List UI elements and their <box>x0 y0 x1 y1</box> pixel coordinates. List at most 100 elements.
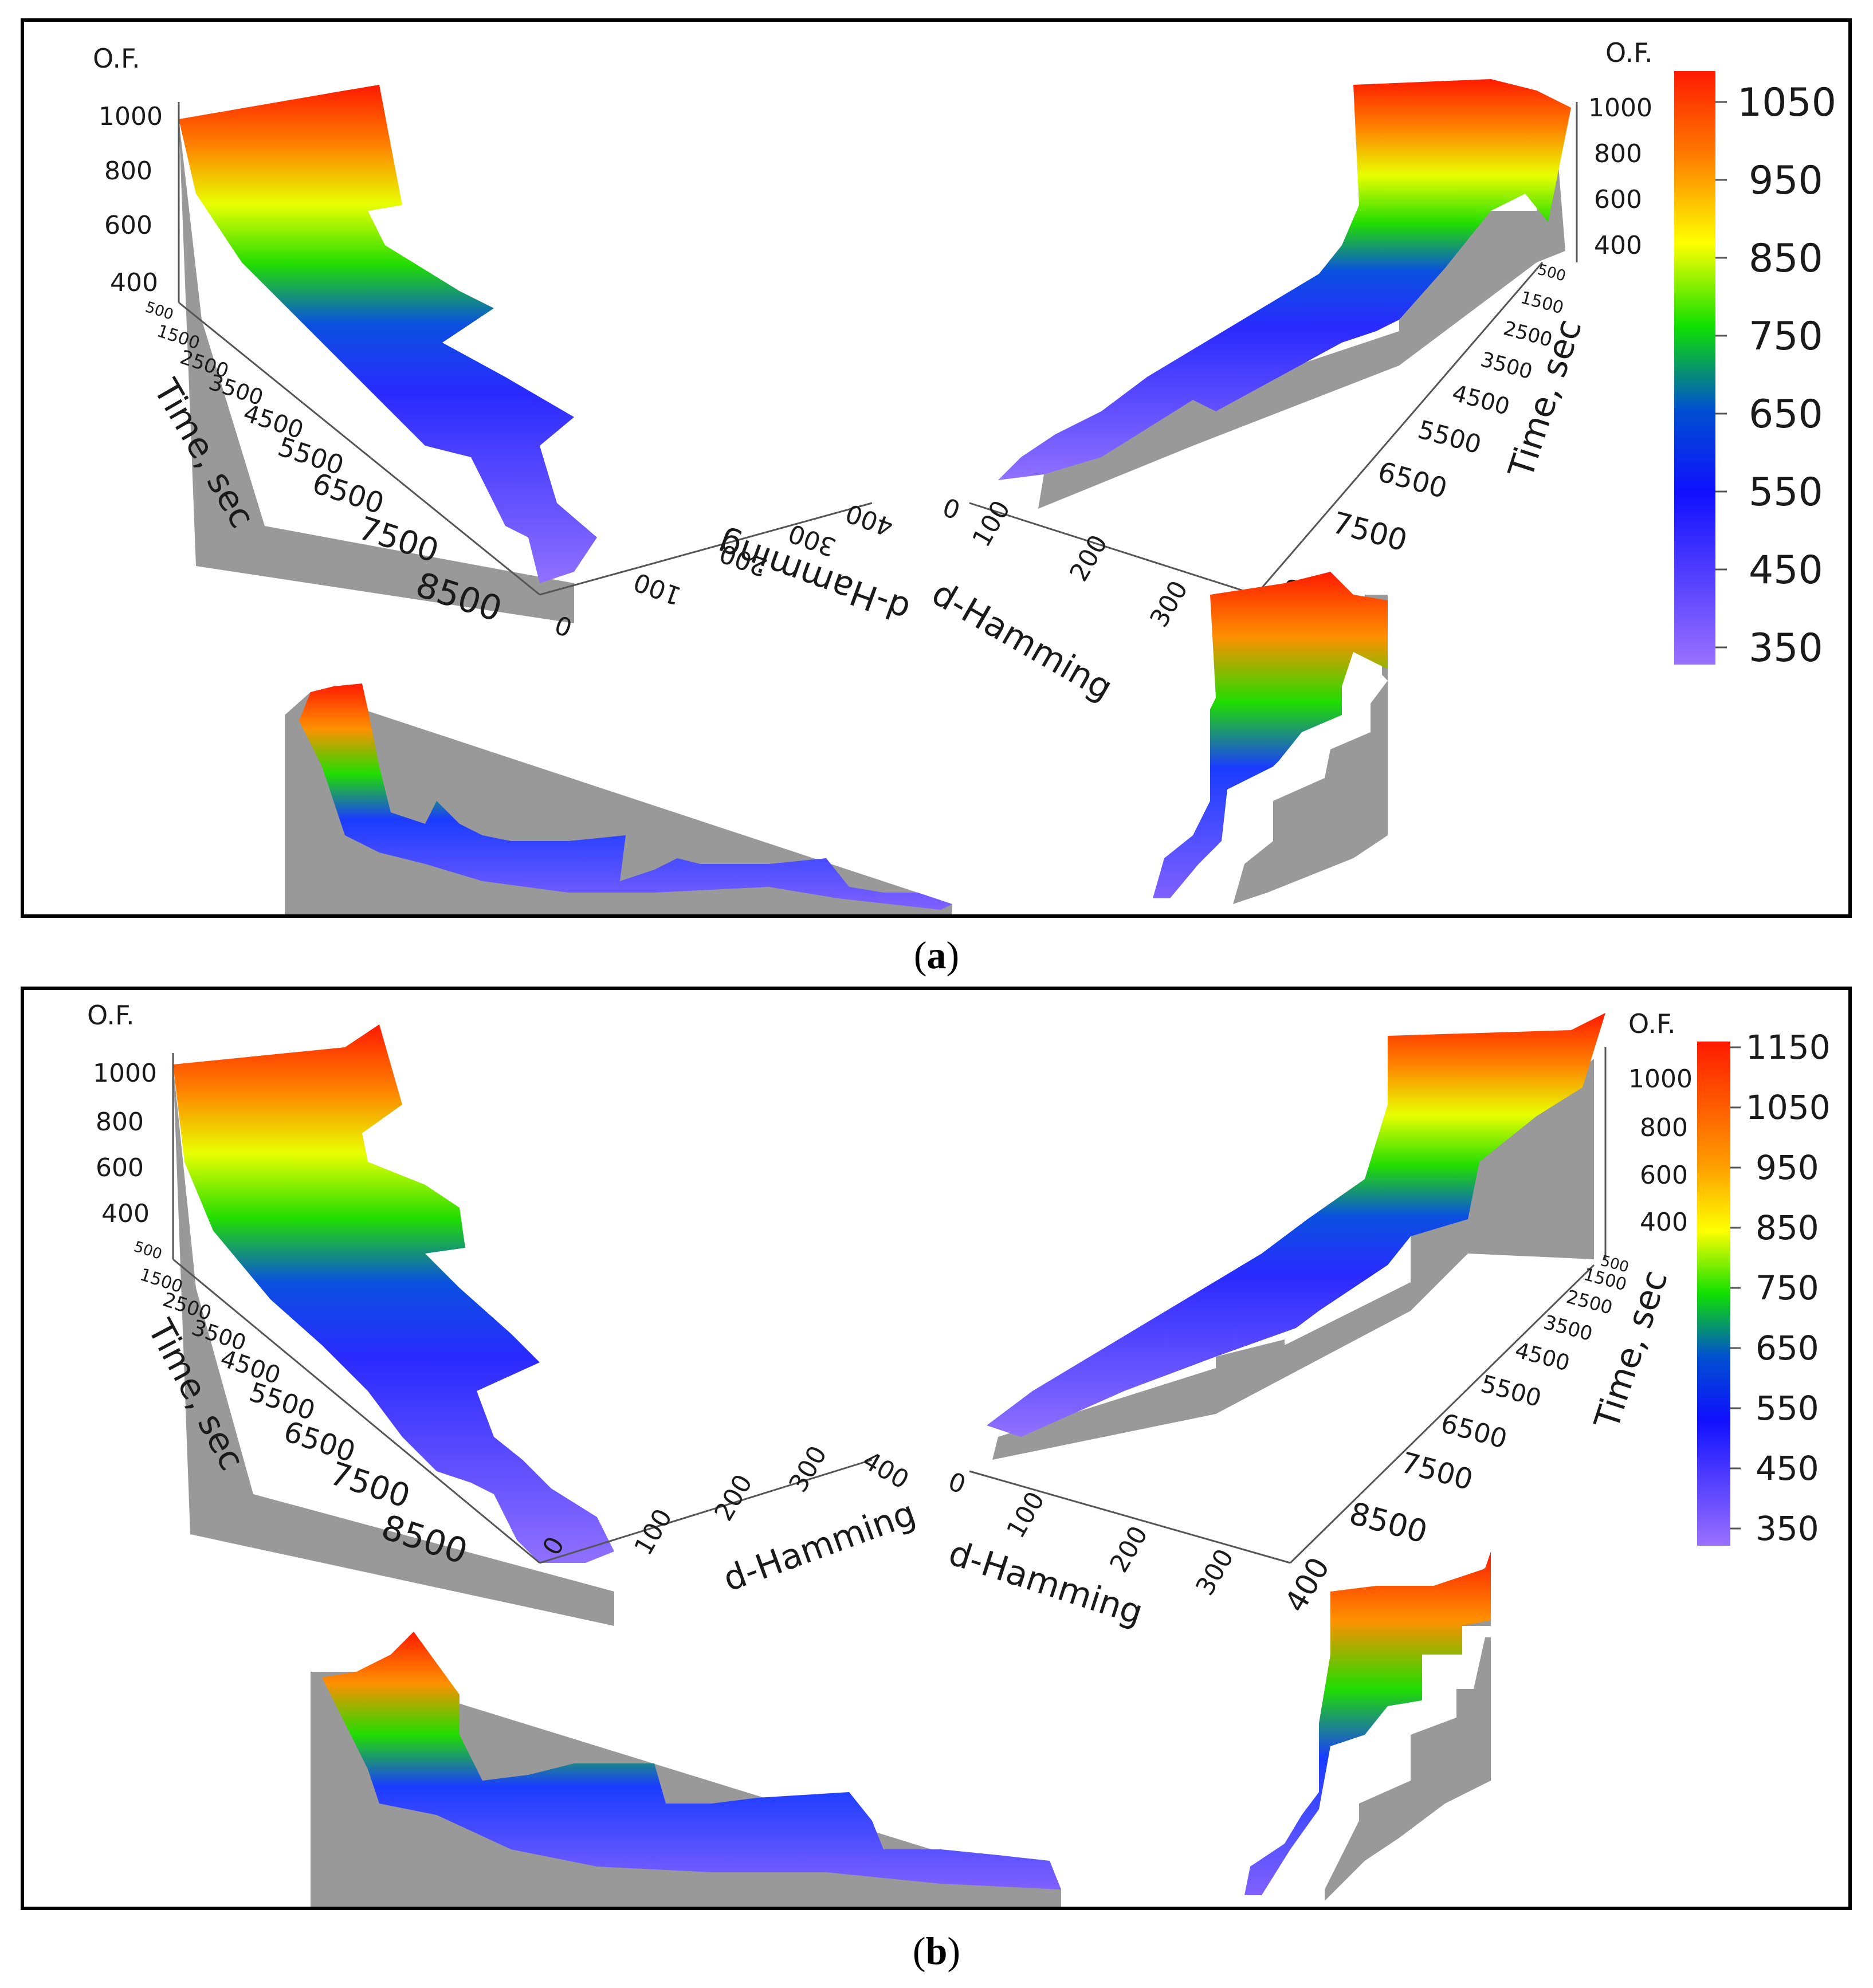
right-axes-b <box>969 1047 1607 1564</box>
projection-right-wall <box>1325 1563 1491 1901</box>
colorbar-tick-label: 450 <box>1749 548 1823 593</box>
z-tick: 1000 <box>1628 1064 1693 1094</box>
colorbar-tick-label: 1150 <box>1746 1028 1831 1067</box>
panel-a: O.F. 1000 800 600 400 500 1500 2500 3500… <box>21 18 1852 918</box>
hamming-tick: 400 <box>858 1445 914 1495</box>
projection-left-fill <box>322 1632 1061 1889</box>
time-tick: 3500 <box>1478 348 1535 384</box>
colorbar-tick-label: 550 <box>1749 470 1823 515</box>
of-label-right-b: O.F. <box>1628 1008 1676 1039</box>
z-tick: 1000 <box>93 1059 157 1088</box>
right-surface-b <box>987 1013 1605 1460</box>
colorbar-tick-label: 750 <box>1749 314 1823 359</box>
z-tick: 400 <box>101 1199 150 1228</box>
colorbar-tick-label: 1050 <box>1737 80 1836 125</box>
hamming-tick: 200 <box>1064 530 1113 586</box>
right-surface-a <box>998 79 1571 509</box>
left-surface-b <box>173 1024 614 1626</box>
left-axes-a <box>178 102 873 596</box>
left-axes-b <box>172 1053 873 1564</box>
colorbar-a <box>1674 71 1715 665</box>
projection-right-a <box>1153 572 1388 904</box>
projection-left-a <box>285 683 952 914</box>
hamming-tick: 100 <box>1001 1487 1050 1543</box>
colorbar-tick-label: 350 <box>1756 1509 1819 1548</box>
time-tick: 7500 <box>325 1455 415 1515</box>
of-label-left-b: O.F. <box>87 1000 135 1031</box>
time-tick: 6500 <box>1438 1407 1510 1454</box>
colorbar-tick-label: 550 <box>1756 1389 1819 1428</box>
time-tick: 4500 <box>1513 1337 1573 1376</box>
projection-right-b <box>1244 1551 1491 1901</box>
time-tick: 5500 <box>1415 415 1484 459</box>
projection-right-wall <box>1233 595 1388 904</box>
z-tick: 400 <box>1594 231 1642 260</box>
colorbar-tick-label: 450 <box>1756 1449 1819 1488</box>
right-surface-fill <box>998 79 1571 480</box>
colorbar-ticks-a <box>1715 101 1727 649</box>
hamming-tick: 300 <box>783 1441 833 1497</box>
right-axes-a <box>969 102 1578 596</box>
chart-panel-a: O.F. 1000 800 600 400 500 1500 2500 3500… <box>93 37 1836 914</box>
colorbar-tick-label: 650 <box>1756 1329 1819 1368</box>
left-surface-fill <box>173 1024 614 1563</box>
of-label-right-a: O.F. <box>1605 37 1653 68</box>
hamming-tick: 300 <box>1144 576 1193 632</box>
right-surface-wall <box>1038 108 1565 509</box>
caption-b-label: b <box>925 1929 948 1973</box>
colorbar-tick-label: 750 <box>1756 1268 1819 1307</box>
time-tick: 4500 <box>1449 380 1512 421</box>
z-tick: 800 <box>96 1107 144 1137</box>
z-tick: 400 <box>110 268 158 297</box>
right-surface-fill <box>987 1013 1605 1437</box>
chart-panel-b: O.F. 1000 800 600 400 500 1500 2500 3500… <box>87 1000 1831 1907</box>
caption-a: (a) <box>913 933 960 977</box>
projection-left-b <box>311 1632 1061 1907</box>
colorbar-b <box>1697 1042 1730 1546</box>
z-tick: 1000 <box>1588 93 1652 123</box>
panel-b: O.F. 1000 800 600 400 500 1500 2500 3500… <box>21 987 1852 1910</box>
of-label-left-a: O.F. <box>93 43 140 74</box>
projection-left-fill <box>299 683 952 910</box>
colorbar-tick-label: 350 <box>1749 626 1823 671</box>
hamming-tick: 300 <box>1190 1544 1239 1600</box>
z-tick: 800 <box>1594 139 1642 168</box>
colorbar-tick-label: 950 <box>1756 1148 1819 1187</box>
z-tick: 600 <box>104 211 152 240</box>
hamming-tick: 0 <box>944 1467 969 1500</box>
hamming-tick: 100 <box>630 567 685 611</box>
hamming-tick: 200 <box>1104 1521 1153 1577</box>
z-tick: 800 <box>1640 1113 1688 1142</box>
time-tick: 6500 <box>1375 455 1450 505</box>
time-tick: 3500 <box>1541 1311 1595 1346</box>
projection-right-fill <box>1153 572 1388 898</box>
colorbar-tick-label: 850 <box>1749 236 1823 281</box>
z-tick: 1000 <box>99 102 163 131</box>
colorbar-tick-label: 850 <box>1756 1208 1819 1247</box>
time-tick: 500 <box>132 1238 164 1263</box>
hamming-axis-label-left-b: d-Hamming <box>718 1493 921 1600</box>
time-tick: 5500 <box>246 1376 319 1427</box>
hamming-tick: 400 <box>842 498 897 542</box>
time-tick: 7500 <box>1397 1446 1477 1497</box>
hamming-tick: 0 <box>939 493 964 526</box>
time-tick: 8500 <box>1346 1495 1431 1550</box>
hamming-tick: 100 <box>629 1504 678 1560</box>
hamming-axis-label-right-a: d-Hamming <box>925 573 1120 708</box>
z-tick: 400 <box>1640 1208 1688 1237</box>
z-tick: 800 <box>104 156 152 186</box>
left-surface-fill <box>179 85 597 583</box>
time-tick: 7500 <box>1329 506 1411 559</box>
z-tick: 600 <box>96 1153 144 1182</box>
time-tick: 500 <box>143 298 175 324</box>
left-surface-a <box>179 85 597 623</box>
time-tick: 500 <box>1536 261 1568 285</box>
caption-a-label: a <box>926 933 947 977</box>
colorbar-tick-label: 950 <box>1749 158 1823 203</box>
z-tick: 600 <box>1640 1161 1688 1190</box>
time-tick: 1500 <box>1518 288 1566 319</box>
projection-right-fill <box>1244 1551 1491 1895</box>
z-tick: 600 <box>1594 185 1642 214</box>
colorbar-tick-label: 1050 <box>1746 1088 1831 1127</box>
colorbar-tick-label: 650 <box>1749 392 1823 437</box>
